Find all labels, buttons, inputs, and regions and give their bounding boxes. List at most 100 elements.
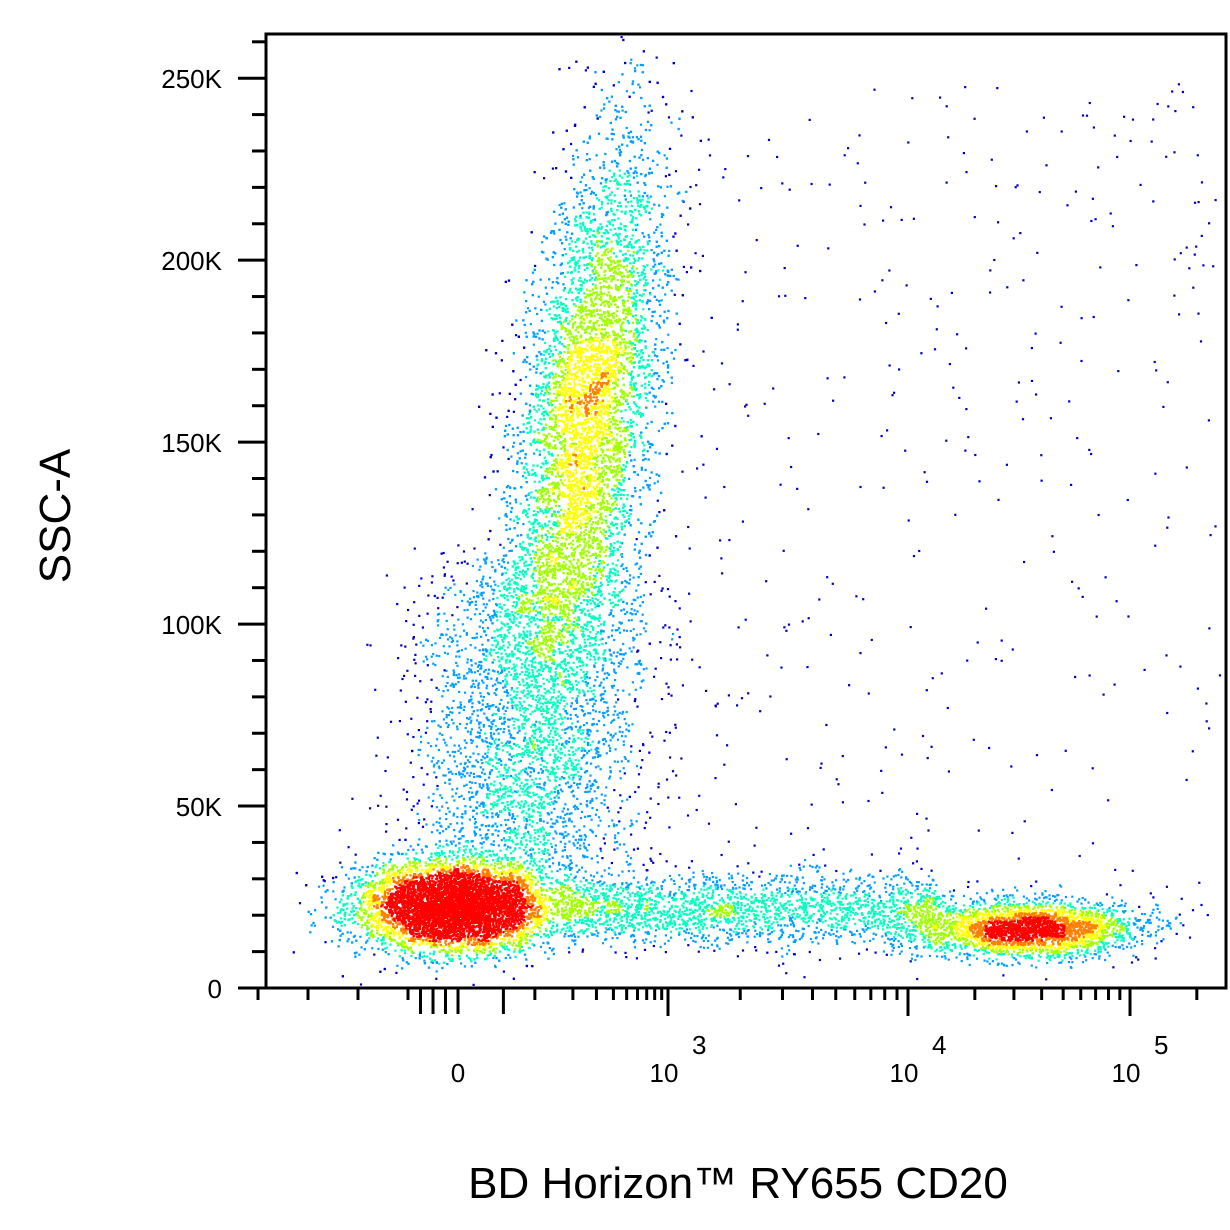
event-point	[628, 724, 630, 726]
event-point	[691, 659, 693, 661]
event-point	[813, 854, 815, 856]
event-point	[496, 776, 498, 778]
event-point	[845, 881, 847, 883]
event-point	[1214, 525, 1216, 527]
event-point	[979, 896, 981, 898]
event-point	[439, 840, 441, 842]
event-point	[624, 952, 626, 954]
event-point	[831, 929, 833, 931]
event-point	[621, 36, 623, 38]
event-point	[487, 752, 489, 754]
event-point	[504, 691, 506, 693]
event-point	[646, 195, 648, 197]
event-point	[618, 111, 620, 113]
event-point	[635, 229, 637, 231]
event-point	[860, 936, 862, 938]
event-point	[426, 720, 428, 722]
event-point	[630, 221, 632, 223]
event-point	[525, 824, 527, 826]
event-point	[1023, 561, 1025, 563]
event-point	[536, 786, 538, 788]
event-point	[561, 242, 563, 244]
event-point	[570, 747, 572, 749]
event-point	[571, 240, 573, 242]
event-point	[1084, 899, 1086, 901]
event-point	[842, 888, 844, 890]
event-point	[472, 752, 474, 754]
event-point	[634, 490, 636, 492]
event-point	[559, 214, 561, 216]
event-point	[1212, 265, 1214, 267]
event-point	[439, 825, 441, 827]
event-point	[538, 337, 540, 339]
event-point	[550, 818, 552, 820]
event-point	[617, 651, 619, 653]
event-point	[460, 962, 462, 964]
event-point	[685, 191, 687, 193]
event-point	[1117, 370, 1119, 372]
event-point	[661, 888, 663, 890]
event-point	[890, 206, 892, 208]
event-point	[564, 218, 566, 220]
event-point	[893, 940, 895, 942]
event-point	[633, 870, 635, 872]
event-point	[548, 858, 550, 860]
event-point	[1141, 940, 1143, 942]
event-point	[1188, 267, 1190, 269]
event-point	[714, 883, 716, 885]
event-point	[771, 880, 773, 882]
event-point	[659, 224, 661, 226]
event-point	[500, 824, 502, 826]
event-point	[1114, 135, 1116, 137]
event-point	[574, 740, 576, 742]
event-point	[871, 876, 873, 878]
event-point	[599, 601, 601, 603]
event-point	[626, 498, 628, 500]
event-point	[531, 965, 533, 967]
event-point	[567, 808, 569, 810]
event-point	[451, 843, 453, 845]
event-point	[472, 796, 474, 798]
event-point	[461, 649, 463, 651]
event-point	[783, 550, 785, 552]
event-point	[664, 311, 666, 313]
event-point	[1040, 454, 1042, 456]
event-point	[706, 876, 708, 878]
event-point	[1182, 91, 1184, 93]
event-point	[601, 794, 603, 796]
event-point	[1051, 535, 1053, 537]
event-point	[620, 807, 622, 809]
event-point	[654, 264, 656, 266]
event-point	[816, 936, 818, 938]
event-point	[514, 527, 516, 529]
event-point	[544, 850, 546, 852]
event-point	[479, 692, 481, 694]
event-point	[542, 760, 544, 762]
event-point	[989, 269, 991, 271]
event-point	[533, 770, 535, 772]
event-point	[492, 598, 494, 600]
event-point	[881, 792, 883, 794]
event-point	[1031, 965, 1033, 967]
event-point	[540, 946, 542, 948]
event-point	[563, 289, 565, 291]
event-point	[1107, 952, 1109, 954]
event-point	[1043, 117, 1045, 119]
event-point	[441, 967, 443, 969]
event-point	[545, 287, 547, 289]
event-point	[688, 593, 690, 595]
event-point	[666, 157, 668, 159]
event-point	[1098, 958, 1100, 960]
event-point	[441, 762, 443, 764]
event-point	[575, 216, 577, 218]
event-point	[742, 879, 744, 881]
event-point	[838, 936, 840, 938]
event-point	[587, 742, 589, 744]
event-point	[475, 601, 477, 603]
event-point	[493, 610, 495, 612]
event-point	[523, 510, 525, 512]
event-point	[451, 712, 453, 714]
event-point	[567, 857, 569, 859]
event-point	[1166, 925, 1168, 927]
event-point	[603, 630, 605, 632]
